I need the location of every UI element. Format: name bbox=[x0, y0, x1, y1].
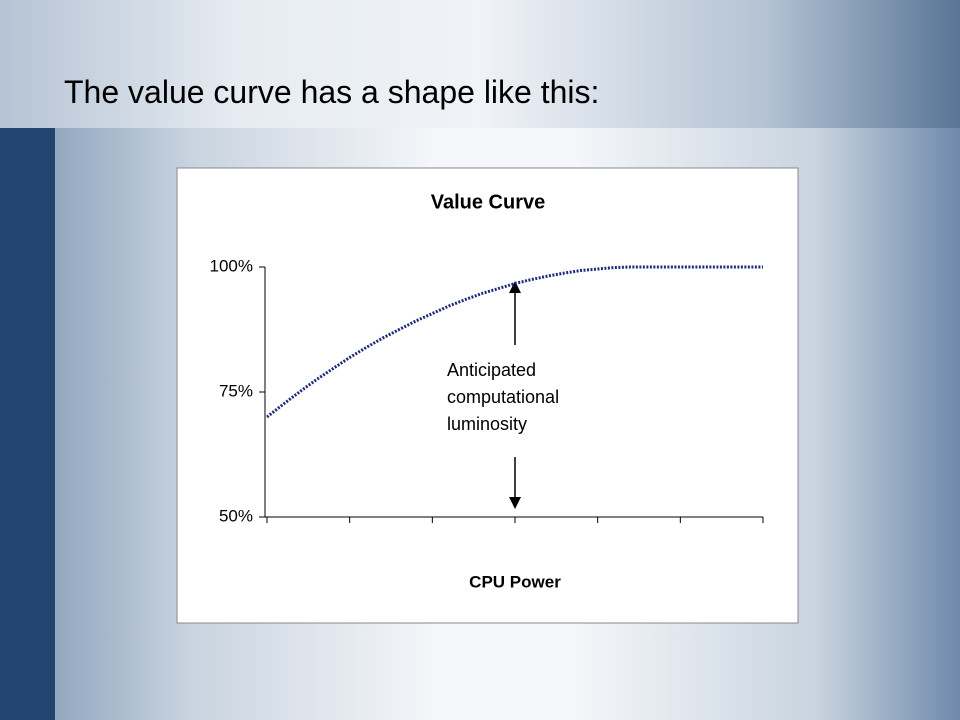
value-curve bbox=[266, 265, 763, 419]
y-tick-label: 50% bbox=[219, 506, 253, 525]
chart-area bbox=[176, 167, 799, 624]
chart-title: Value Curve bbox=[431, 191, 546, 213]
y-tick-label: 100% bbox=[210, 256, 253, 275]
annotation: Anticipated bbox=[447, 360, 536, 380]
side-bar bbox=[0, 128, 55, 720]
annotation: luminosity bbox=[447, 414, 527, 434]
x-axis-label: CPU Power bbox=[469, 572, 561, 591]
annotation: computational bbox=[447, 387, 559, 407]
y-tick-label: 75% bbox=[219, 381, 253, 400]
slide-title: The value curve has a shape like this: bbox=[64, 74, 600, 110]
title-band bbox=[0, 0, 960, 128]
